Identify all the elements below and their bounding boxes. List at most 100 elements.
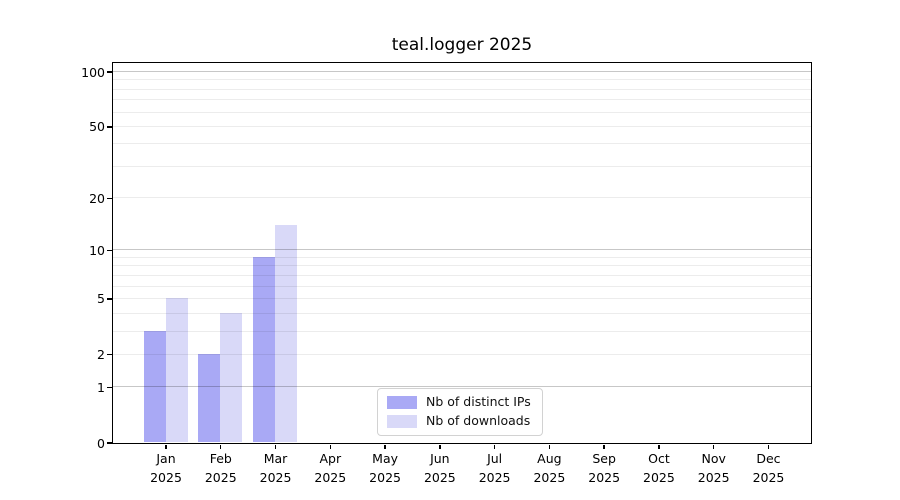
gridline-minor xyxy=(112,330,811,332)
chart-title: teal.logger 2025 xyxy=(391,35,533,55)
legend-label-downloads: Nb of downloads xyxy=(426,413,531,428)
gridline-minor xyxy=(112,99,811,101)
bar xyxy=(165,298,188,443)
bar xyxy=(275,224,298,443)
gridline-minor xyxy=(112,312,811,314)
x-tick-label-year: 2025 xyxy=(643,470,675,485)
y-tick-label: 1 xyxy=(97,379,105,395)
y-tick-label: 10 xyxy=(89,242,105,258)
y-tick-label: 100 xyxy=(81,64,105,80)
x-tick-label: Dec 2025 xyxy=(738,451,798,486)
x-tick-label-year: 2025 xyxy=(259,470,292,485)
legend-item-downloads: Nb of downloads xyxy=(387,414,530,428)
y-tick xyxy=(106,298,112,300)
x-tick-label: Apr 2025 xyxy=(300,451,360,486)
y-tick-label: 5 xyxy=(97,291,105,307)
grid-layer xyxy=(112,63,811,443)
y-tick-label: 2 xyxy=(97,347,105,363)
x-tick xyxy=(220,444,222,449)
bars-layer xyxy=(113,63,811,443)
x-tick-label: Jan 2025 xyxy=(136,451,196,486)
x-tick-label-month: Jun xyxy=(430,451,450,466)
x-tick xyxy=(767,444,770,449)
gridline-minor xyxy=(112,285,811,287)
x-tick-label: Oct 2025 xyxy=(629,451,689,486)
x-tick-label-year: 2025 xyxy=(533,470,566,485)
x-tick-label-year: 2025 xyxy=(314,470,347,485)
x-tick-label: Mar 2025 xyxy=(246,451,306,486)
gridline-minor xyxy=(112,256,811,258)
gridline-minor xyxy=(112,79,811,81)
plot-area xyxy=(111,61,812,444)
x-tick xyxy=(713,444,715,449)
x-tick-label-month: Apr xyxy=(319,451,342,466)
gridline-minor xyxy=(112,353,811,355)
y-tick-label: 0 xyxy=(97,435,105,451)
x-tick xyxy=(548,444,551,449)
x-tick xyxy=(329,444,331,449)
gridline-major xyxy=(112,249,811,251)
bar xyxy=(253,257,276,443)
y-tick-label: 20 xyxy=(89,190,105,206)
y-tick xyxy=(106,353,112,356)
x-tick-label-year: 2025 xyxy=(697,470,730,485)
x-tick-label-month: Feb xyxy=(209,451,232,466)
x-tick-label-year: 2025 xyxy=(369,470,401,485)
x-tick-label-year: 2025 xyxy=(752,470,785,485)
x-tick xyxy=(603,444,605,449)
gridline-minor xyxy=(112,197,811,199)
x-tick-label: Jun 2025 xyxy=(410,451,470,486)
legend-item-distinct-ips: Nb of distinct IPs xyxy=(387,395,531,409)
x-tick-label: Jul 2025 xyxy=(465,451,525,486)
x-tick xyxy=(658,444,660,449)
x-tick-label-month: Jan xyxy=(156,451,176,466)
x-tick xyxy=(274,444,277,449)
gridline-major xyxy=(112,386,811,388)
y-tick xyxy=(106,249,112,251)
y-tick xyxy=(106,126,112,128)
x-tick-label-month: Nov xyxy=(701,451,726,466)
gridline-minor xyxy=(112,143,811,145)
gridline-minor xyxy=(112,88,811,90)
x-tick xyxy=(493,444,496,449)
y-tick-label: 50 xyxy=(89,119,105,135)
y-tick xyxy=(106,197,112,199)
gridline-minor xyxy=(112,165,811,167)
x-tick-label: Nov 2025 xyxy=(684,451,744,486)
x-tick-label-year: 2025 xyxy=(423,470,456,485)
bar xyxy=(220,313,243,443)
x-tick-label-month: Jul xyxy=(487,451,503,466)
bar xyxy=(198,354,221,443)
x-tick-label: Aug 2025 xyxy=(519,451,579,486)
gridline-minor xyxy=(112,297,811,299)
legend-swatch-distinct-ips xyxy=(387,395,417,409)
y-tick xyxy=(106,386,112,388)
x-tick xyxy=(384,444,386,449)
x-tick-label-year: 2025 xyxy=(588,470,621,485)
gridline-major xyxy=(112,71,811,73)
y-tick xyxy=(106,71,112,73)
x-tick-label-month: Aug xyxy=(537,451,562,466)
gridline-minor xyxy=(112,274,811,276)
bar xyxy=(143,331,166,443)
legend: Nb of distinct IPs Nb of downloads xyxy=(377,388,543,436)
x-tick-label-month: May xyxy=(372,451,398,466)
x-tick-label-month: Dec xyxy=(756,451,781,466)
legend-swatch-downloads xyxy=(387,414,417,428)
gridline-minor xyxy=(112,265,811,267)
gridline-minor xyxy=(112,111,811,113)
x-tick-label-month: Oct xyxy=(648,451,670,466)
x-tick-label: May 2025 xyxy=(355,451,415,486)
legend-label-distinct-ips: Nb of distinct IPs xyxy=(426,394,531,409)
x-tick-label-year: 2025 xyxy=(204,470,237,485)
x-tick-label: Sep 2025 xyxy=(574,451,634,486)
x-tick xyxy=(439,444,441,449)
x-tick-label: Feb 2025 xyxy=(191,451,251,486)
x-tick-label-year: 2025 xyxy=(150,470,182,485)
x-tick-label-month: Sep xyxy=(592,451,616,466)
x-tick xyxy=(165,444,167,449)
gridline-minor xyxy=(112,125,811,127)
y-tick xyxy=(106,442,112,444)
x-tick-label-month: Mar xyxy=(263,451,288,466)
